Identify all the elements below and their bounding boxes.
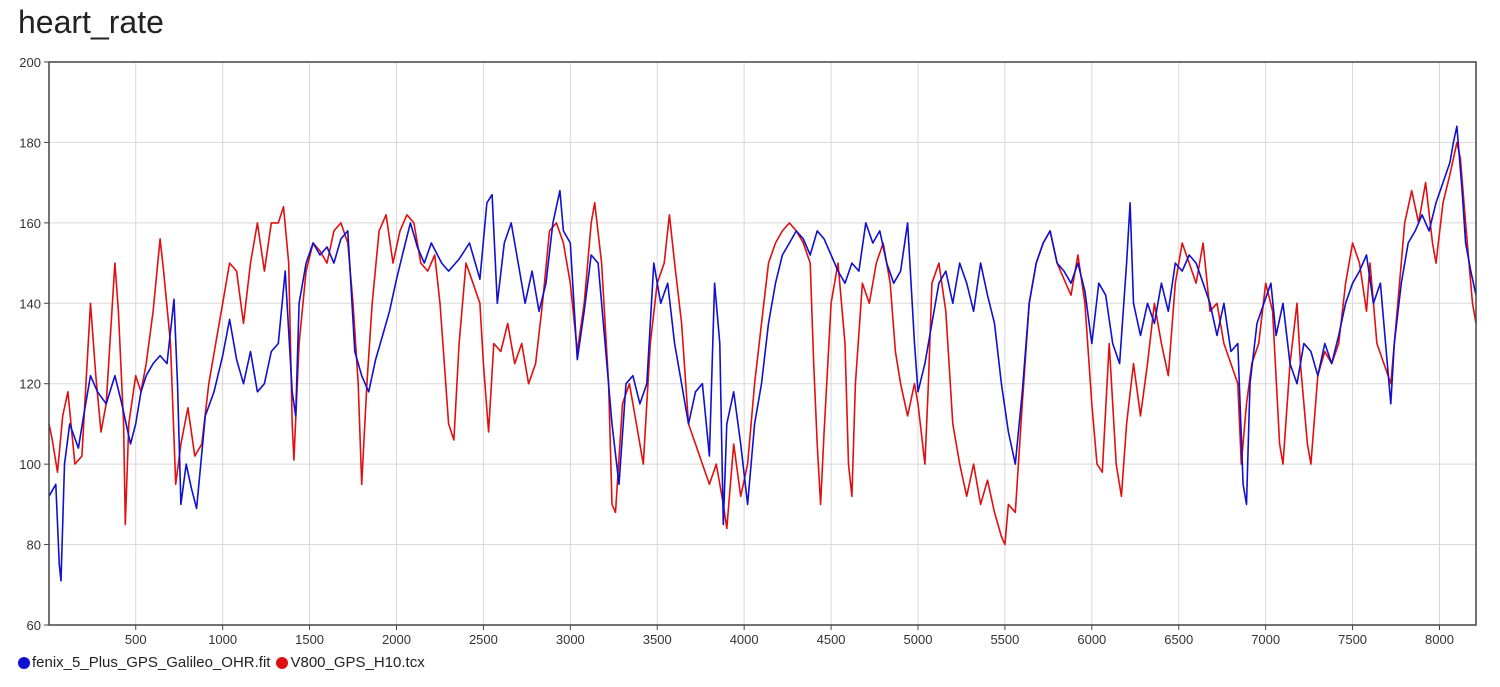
y-tick-label: 100 — [19, 457, 41, 472]
legend-swatch-fenix — [18, 656, 30, 669]
x-tick-label: 4500 — [817, 632, 846, 647]
y-tick-label: 160 — [19, 216, 41, 231]
y-tick-label: 180 — [19, 135, 41, 150]
y-tick-label: 120 — [19, 377, 41, 392]
x-tick-label: 7500 — [1338, 632, 1367, 647]
chart-title: heart_rate — [18, 4, 164, 40]
x-tick-label: 6000 — [1077, 632, 1106, 647]
x-tick-label: 1500 — [295, 632, 324, 647]
x-tick-label: 1000 — [208, 632, 237, 647]
x-tick-label: 8000 — [1425, 632, 1454, 647]
y-tick-label: 60 — [27, 618, 41, 633]
y-tick-label: 140 — [19, 296, 41, 311]
series-line-fenix — [48, 125, 1477, 582]
x-tick-label: 500 — [125, 632, 147, 647]
plot-frame — [48, 61, 1477, 626]
x-tick-label: 3000 — [556, 632, 585, 647]
x-tick-label: 2000 — [382, 632, 411, 647]
x-tick-label: 5000 — [904, 632, 933, 647]
x-tick-label: 6500 — [1164, 632, 1193, 647]
legend-label-fenix: fenix_5_Plus_GPS_Galileo_OHR.fit — [32, 654, 271, 671]
legend-item-fenix[interactable]: fenix_5_Plus_GPS_Galileo_OHR.fit — [18, 654, 270, 671]
x-tick-label: 4000 — [730, 632, 759, 647]
x-tick-label: 2500 — [469, 632, 498, 647]
legend-item-v800[interactable]: V800_GPS_H10.tcx — [276, 654, 425, 671]
chart-legend: fenix_5_Plus_GPS_Galileo_OHR.fit V800_GP… — [18, 654, 431, 671]
legend-label-v800: V800_GPS_H10.tcx — [290, 654, 425, 671]
x-tick-label: 5500 — [990, 632, 1019, 647]
x-tick-label: 7000 — [1251, 632, 1280, 647]
series-line-v800 — [48, 141, 1477, 546]
legend-swatch-v800 — [276, 656, 289, 669]
x-tick-label: 3500 — [643, 632, 672, 647]
y-tick-label: 200 — [19, 55, 41, 70]
y-tick-label: 80 — [27, 538, 41, 553]
